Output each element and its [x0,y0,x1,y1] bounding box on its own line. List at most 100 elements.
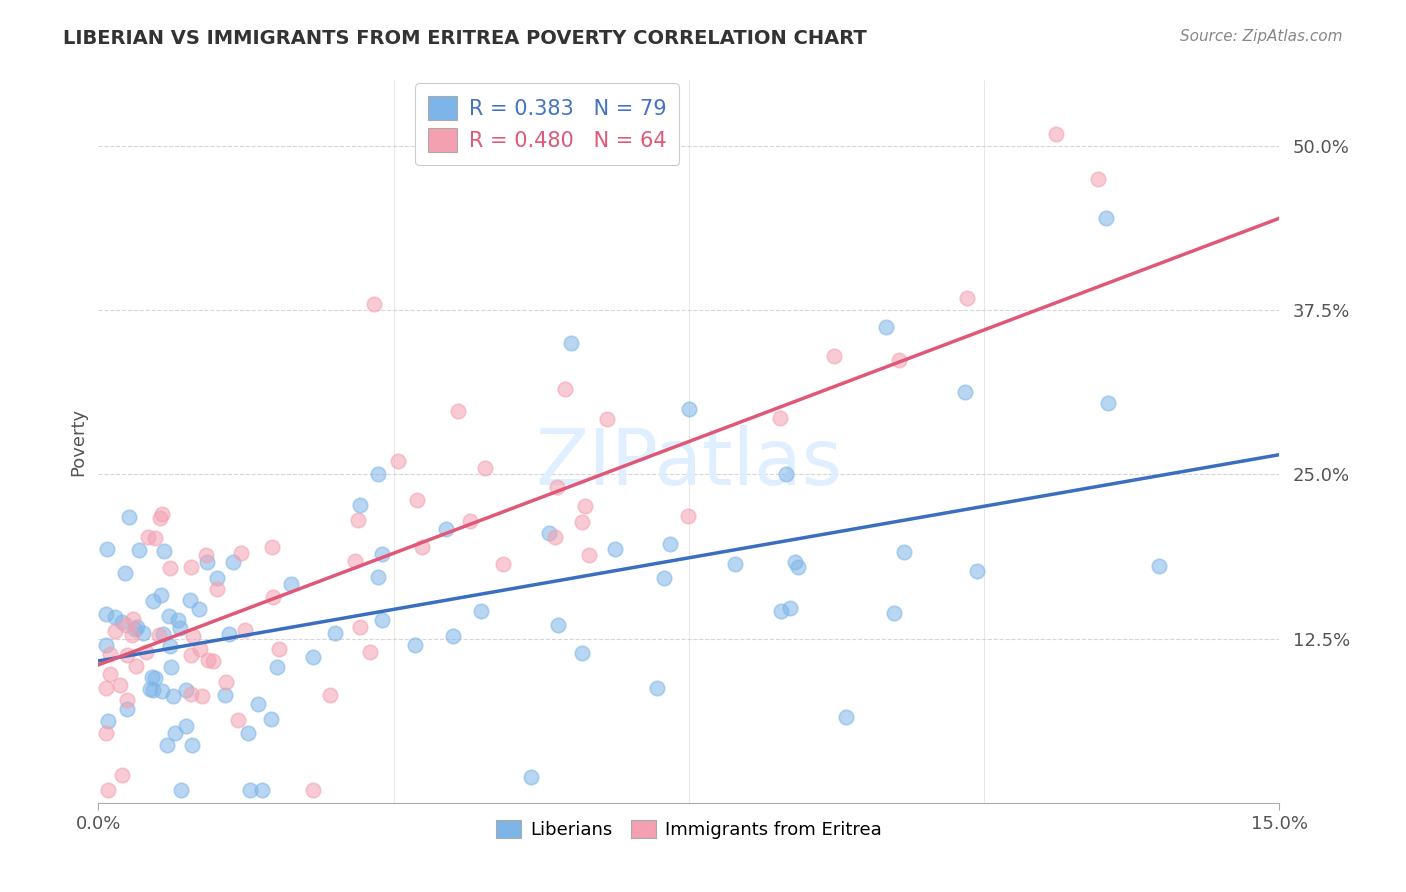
Point [883,606,905,620]
Point [247,697,270,711]
Point [266,659,288,673]
Point [135,645,157,659]
Point [205,582,228,597]
Point [302,649,325,664]
Point [132,626,155,640]
Point [363,296,385,310]
Point [238,726,260,740]
Point [547,618,569,632]
Point [195,555,218,569]
Point [596,411,619,425]
Point [215,675,238,690]
Point [544,530,567,544]
Point [124,622,146,636]
Point [125,620,148,634]
Point [108,678,131,692]
Point [150,507,173,521]
Point [179,592,201,607]
Point [152,627,174,641]
Point [546,480,568,494]
Point [229,546,252,560]
Point [114,566,136,580]
Point [574,499,596,513]
Point [405,493,427,508]
Point [167,613,190,627]
Point [180,687,202,701]
Point [169,621,191,635]
Point [966,564,988,578]
Point [875,320,897,334]
Point [165,725,187,739]
Point [1095,211,1118,226]
Point [111,615,134,629]
Point [214,688,236,702]
Point [1087,171,1109,186]
Point [115,693,138,707]
Point [411,540,433,554]
Point [458,515,481,529]
Point [262,591,284,605]
Point [96,638,118,652]
Point [153,544,176,558]
Point [207,571,229,585]
Point [191,690,214,704]
Point [1045,127,1067,141]
Point [239,782,262,797]
Point [150,588,173,602]
Point [1147,559,1170,574]
Point [180,559,202,574]
Point [441,629,464,643]
Point [188,642,211,657]
Point [233,624,256,638]
Text: ZIPatlas: ZIPatlas [536,425,842,501]
Point [142,594,165,608]
Point [159,561,181,575]
Point [128,543,150,558]
Point [267,642,290,657]
Point [104,610,127,624]
Point [823,349,845,363]
Point [159,608,181,623]
Point [724,557,747,571]
Point [447,404,470,418]
Point [603,542,626,557]
Point [143,671,166,685]
Point [652,571,675,585]
Point [785,556,807,570]
Point [180,648,202,663]
Point [571,515,593,529]
Text: LIBERIAN VS IMMIGRANTS FROM ERITREA POVERTY CORRELATION CHART: LIBERIAN VS IMMIGRANTS FROM ERITREA POVE… [63,29,868,47]
Point [520,770,543,784]
Point [174,683,197,698]
Point [252,782,274,797]
Point [148,628,170,642]
Point [787,560,810,574]
Point [96,726,118,740]
Point [302,782,325,797]
Point [117,648,139,662]
Point [181,629,204,643]
Point [149,511,172,525]
Point [160,660,183,674]
Text: Source: ZipAtlas.com: Source: ZipAtlas.com [1180,29,1343,44]
Point [139,682,162,697]
Point [956,291,979,305]
Point [174,718,197,732]
Point [371,613,394,627]
Point [226,713,249,727]
Point [319,688,342,702]
Point [893,545,915,559]
Point [162,690,184,704]
Point [115,702,138,716]
Point [779,600,801,615]
Point [104,624,127,638]
Point [218,626,240,640]
Point [387,453,409,467]
Point [323,625,346,640]
Point [96,607,118,621]
Point [346,513,368,527]
Point [98,667,121,681]
Point [118,510,141,524]
Point [97,714,120,729]
Point [121,628,143,642]
